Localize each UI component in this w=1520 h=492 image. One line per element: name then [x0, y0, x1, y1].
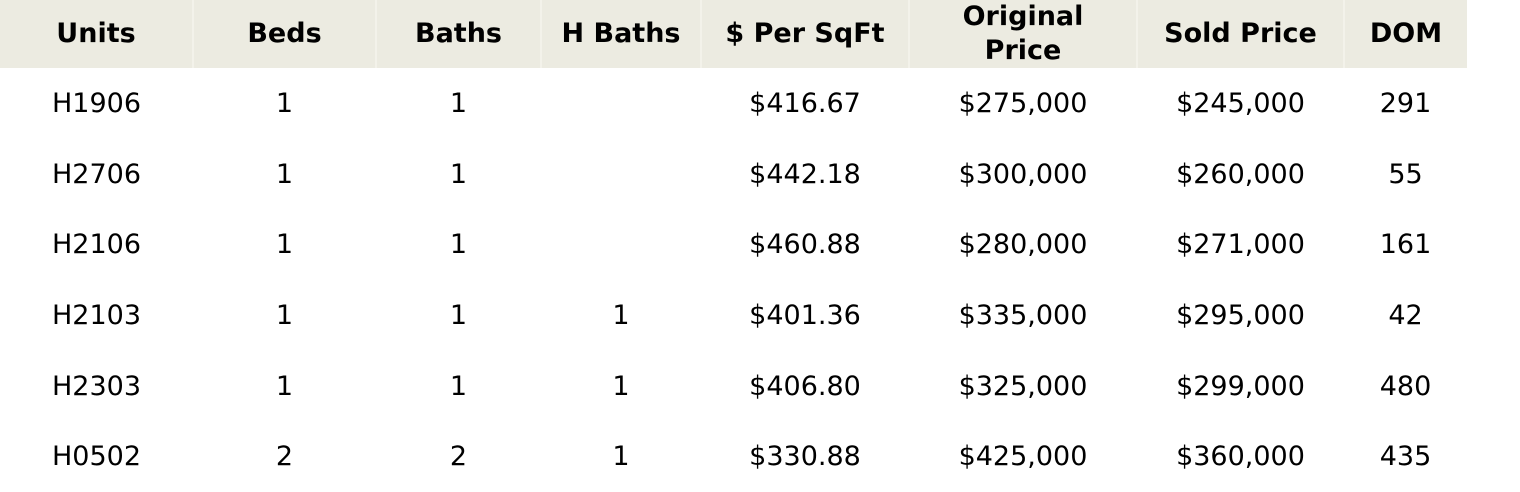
cell-unit: H2103 — [51, 299, 141, 331]
cell-half-baths — [541, 68, 701, 139]
cell-beds: 1 — [275, 370, 294, 402]
table-row: H2706 1 1 $442.18 $300,000 $260,000 55 — [0, 139, 1467, 210]
cell-sold-price: $271,000 — [1176, 229, 1305, 261]
cell-beds: 1 — [275, 158, 294, 190]
cell-dom: 435 — [1379, 441, 1432, 473]
header-row: Units Beds Baths H Baths $ Per SqFt Orig… — [0, 0, 1467, 68]
table-body: H1906 1 1 $416.67 $275,000 $245,000 291 … — [0, 68, 1467, 492]
cell-baths: 1 — [449, 299, 468, 331]
header-original-price: Original Price — [909, 0, 1138, 68]
cell-original-price: $425,000 — [958, 441, 1088, 473]
cell-sold-price: $360,000 — [1176, 441, 1305, 473]
cell-price-per-sqft: $406.80 — [749, 370, 861, 402]
cell-unit: H2706 — [51, 158, 141, 190]
header-half-baths: H Baths — [541, 0, 702, 68]
cell-original-price: $280,000 — [958, 229, 1088, 261]
cell-dom: 161 — [1379, 229, 1432, 261]
cell-price-per-sqft: $401.36 — [749, 299, 861, 331]
table-row: H1906 1 1 $416.67 $275,000 $245,000 291 — [0, 68, 1467, 139]
cell-original-price: $275,000 — [958, 87, 1088, 119]
cell-baths: 2 — [449, 441, 468, 473]
cell-original-price: $300,000 — [958, 158, 1088, 190]
cell-baths: 1 — [449, 158, 468, 190]
table-row: H0502 2 2 1 $330.88 $425,000 $360,000 43… — [0, 421, 1467, 492]
cell-dom: 42 — [1388, 299, 1423, 331]
cell-half-baths — [541, 209, 701, 280]
cell-original-price: $335,000 — [958, 299, 1088, 331]
cell-price-per-sqft: $442.18 — [749, 158, 861, 190]
header-price-per-sqft: $ Per SqFt — [701, 0, 910, 68]
cell-half-baths: 1 — [612, 299, 630, 331]
cell-sold-price: $245,000 — [1176, 87, 1305, 119]
header-baths: Baths — [376, 0, 542, 68]
cell-dom: 480 — [1379, 370, 1432, 402]
cell-baths: 1 — [449, 229, 468, 261]
cell-original-price: $325,000 — [958, 370, 1088, 402]
cell-half-baths — [541, 139, 701, 210]
header-sold-price: Sold Price — [1137, 0, 1345, 68]
cell-half-baths: 1 — [612, 370, 630, 402]
cell-sold-price: $295,000 — [1176, 299, 1305, 331]
sales-table: Units Beds Baths H Baths $ Per SqFt Orig… — [0, 0, 1467, 492]
cell-beds: 1 — [275, 299, 294, 331]
cell-price-per-sqft: $416.67 — [749, 87, 861, 119]
cell-baths: 1 — [449, 87, 468, 119]
table-row: H2303 1 1 1 $406.80 $325,000 $299,000 48… — [0, 351, 1467, 422]
header-dom: DOM — [1344, 0, 1467, 68]
cell-price-per-sqft: $330.88 — [749, 441, 861, 473]
cell-unit: H0502 — [51, 441, 141, 473]
cell-beds: 1 — [275, 87, 294, 119]
header-original-price-line-1: Original — [962, 1, 1084, 32]
cell-dom: 291 — [1379, 87, 1432, 119]
cell-dom: 55 — [1388, 158, 1423, 190]
header-beds: Beds — [193, 0, 377, 68]
table-row: H2103 1 1 1 $401.36 $335,000 $295,000 42 — [0, 280, 1467, 351]
header-original-price-line-2: Price — [984, 35, 1062, 66]
cell-unit: H1906 — [51, 87, 141, 119]
cell-baths: 1 — [449, 370, 468, 402]
table-header: Units Beds Baths H Baths $ Per SqFt Orig… — [0, 0, 1467, 68]
cell-sold-price: $260,000 — [1176, 158, 1305, 190]
cell-sold-price: $299,000 — [1176, 370, 1305, 402]
cell-price-per-sqft: $460.88 — [749, 229, 861, 261]
cell-unit: H2303 — [51, 370, 141, 402]
cell-beds: 2 — [275, 441, 294, 473]
cell-beds: 1 — [275, 229, 294, 261]
cell-unit: H2106 — [51, 229, 141, 261]
header-units: Units — [0, 0, 194, 68]
table-row: H2106 1 1 $460.88 $280,000 $271,000 161 — [0, 209, 1467, 280]
cell-half-baths: 1 — [612, 441, 630, 473]
